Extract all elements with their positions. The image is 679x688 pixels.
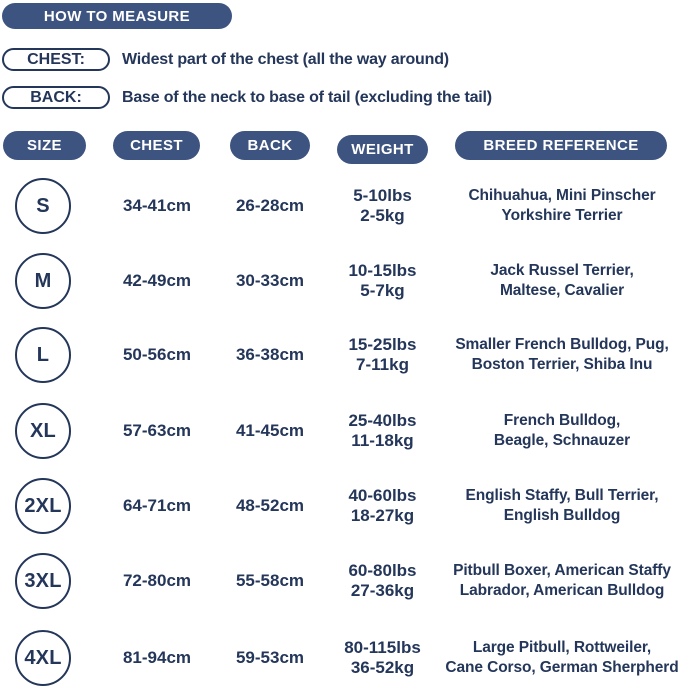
chest-description: Widest part of the chest (all the way ar… bbox=[122, 51, 449, 68]
back-value: 30-33cm bbox=[235, 271, 305, 290]
weight-kg: 36-52kg bbox=[350, 658, 415, 677]
breed-line1: English Staffy, Bull Terrier, bbox=[465, 487, 659, 504]
weight-value: 40-60lbs 18-27kg bbox=[320, 478, 445, 534]
weight-value: 10-15lbs 5-7kg bbox=[320, 253, 445, 309]
size-badge: M bbox=[15, 253, 71, 309]
chest-value: 72-80cm bbox=[122, 571, 192, 590]
breed-reference: Large Pitbull, Rottweiler, Cane Corso, G… bbox=[445, 630, 679, 686]
table-row: 2XL 64-71cm 48-52cm 40-60lbs 18-27kg Eng… bbox=[0, 478, 679, 534]
column-header-breed-reference: BREED REFERENCE bbox=[455, 131, 667, 160]
size-badge: XL bbox=[15, 403, 71, 459]
weight-kg: 7-11kg bbox=[356, 355, 409, 374]
breed-reference: Smaller French Bulldog, Pug, Boston Terr… bbox=[445, 327, 679, 383]
weight-lbs: 5-10lbs bbox=[353, 186, 412, 205]
breed-reference: Pitbull Boxer, American Staffy Labrador,… bbox=[445, 553, 679, 609]
breed-reference: Chihuahua, Mini Pinscher Yorkshire Terri… bbox=[445, 178, 679, 234]
weight-kg: 27-36kg bbox=[350, 581, 415, 600]
weight-value: 5-10lbs 2-5kg bbox=[320, 178, 445, 234]
breed-line2: Boston Terrier, Shiba Inu bbox=[471, 356, 653, 373]
column-header-size: SIZE bbox=[3, 131, 86, 160]
back-label-pill: BACK: bbox=[2, 86, 110, 109]
chest-value: 34-41cm bbox=[122, 196, 192, 215]
weight-lbs: 15-25lbs bbox=[348, 335, 417, 354]
table-row: M 42-49cm 30-33cm 10-15lbs 5-7kg Jack Ru… bbox=[0, 253, 679, 309]
breed-line2: Beagle, Schnauzer bbox=[493, 432, 631, 449]
breed-reference: French Bulldog, Beagle, Schnauzer bbox=[445, 403, 679, 459]
chest-value: 42-49cm bbox=[122, 271, 192, 290]
table-row: XL 57-63cm 41-45cm 25-40lbs 11-18kg Fren… bbox=[0, 403, 679, 459]
weight-kg: 18-27kg bbox=[350, 506, 415, 525]
weight-value: 80-115lbs 36-52kg bbox=[320, 630, 445, 686]
chest-label-pill: CHEST: bbox=[2, 48, 110, 71]
weight-value: 60-80lbs 27-36kg bbox=[320, 553, 445, 609]
measure-guide-back: BACK: Base of the neck to base of tail (… bbox=[0, 86, 679, 110]
breed-reference: Jack Russel Terrier, Maltese, Cavalier bbox=[445, 253, 679, 309]
back-description: Base of the neck to base of tail (exclud… bbox=[122, 89, 492, 106]
size-badge: 4XL bbox=[15, 630, 71, 686]
weight-kg: 2-5kg bbox=[360, 206, 405, 225]
breed-line2: Labrador, American Bulldog bbox=[459, 582, 665, 599]
column-header-chest: CHEST bbox=[113, 131, 200, 160]
breed-line1: Chihuahua, Mini Pinscher bbox=[468, 187, 656, 204]
chest-value: 81-94cm bbox=[122, 648, 192, 667]
table-row: 3XL 72-80cm 55-58cm 60-80lbs 27-36kg Pit… bbox=[0, 553, 679, 609]
size-badge: 2XL bbox=[15, 478, 71, 534]
breed-reference: English Staffy, Bull Terrier, English Bu… bbox=[445, 478, 679, 534]
breed-line2: Maltese, Cavalier bbox=[499, 282, 625, 299]
column-header-back: BACK bbox=[230, 131, 310, 160]
back-value: 41-45cm bbox=[235, 421, 305, 440]
breed-line2: English Bulldog bbox=[503, 507, 621, 524]
back-value: 55-58cm bbox=[235, 571, 305, 590]
chest-value: 50-56cm bbox=[122, 345, 192, 364]
breed-line2: Yorkshire Terrier bbox=[501, 207, 623, 224]
size-badge: 3XL bbox=[15, 553, 71, 609]
weight-kg: 11-18kg bbox=[351, 431, 414, 450]
breed-line1: Pitbull Boxer, American Staffy bbox=[453, 562, 671, 579]
breed-line2: Cane Corso, German Sherpherd bbox=[445, 659, 679, 676]
column-header-weight: WEIGHT bbox=[337, 135, 428, 164]
weight-lbs: 25-40lbs bbox=[348, 411, 417, 430]
table-row: 4XL 81-94cm 59-53cm 80-115lbs 36-52kg La… bbox=[0, 630, 679, 686]
weight-lbs: 40-60lbs bbox=[348, 486, 417, 505]
back-value: 59-53cm bbox=[235, 648, 305, 667]
measure-guide-chest: CHEST: Widest part of the chest (all the… bbox=[0, 48, 679, 72]
weight-lbs: 60-80lbs bbox=[348, 561, 417, 580]
weight-value: 25-40lbs 11-18kg bbox=[320, 403, 445, 459]
weight-lbs: 10-15lbs bbox=[348, 261, 417, 280]
weight-kg: 5-7kg bbox=[360, 281, 405, 300]
chest-value: 57-63cm bbox=[122, 421, 192, 440]
breed-line1: French Bulldog, bbox=[503, 412, 621, 429]
weight-lbs: 80-115lbs bbox=[344, 638, 421, 657]
size-badge: S bbox=[15, 178, 71, 234]
breed-line1: Large Pitbull, Rottweiler, bbox=[472, 639, 652, 656]
back-value: 48-52cm bbox=[235, 496, 305, 515]
weight-value: 15-25lbs 7-11kg bbox=[320, 327, 445, 383]
table-row: S 34-41cm 26-28cm 5-10lbs 2-5kg Chihuahu… bbox=[0, 178, 679, 234]
breed-line1: Smaller French Bulldog, Pug, bbox=[455, 336, 669, 353]
chest-value: 64-71cm bbox=[122, 496, 192, 515]
table-row: L 50-56cm 36-38cm 15-25lbs 7-11kg Smalle… bbox=[0, 327, 679, 383]
size-badge: L bbox=[15, 327, 71, 383]
back-value: 36-38cm bbox=[235, 345, 305, 364]
breed-line1: Jack Russel Terrier, bbox=[490, 262, 634, 279]
how-to-measure-title: HOW TO MEASURE bbox=[2, 3, 232, 29]
back-value: 26-28cm bbox=[235, 196, 305, 215]
